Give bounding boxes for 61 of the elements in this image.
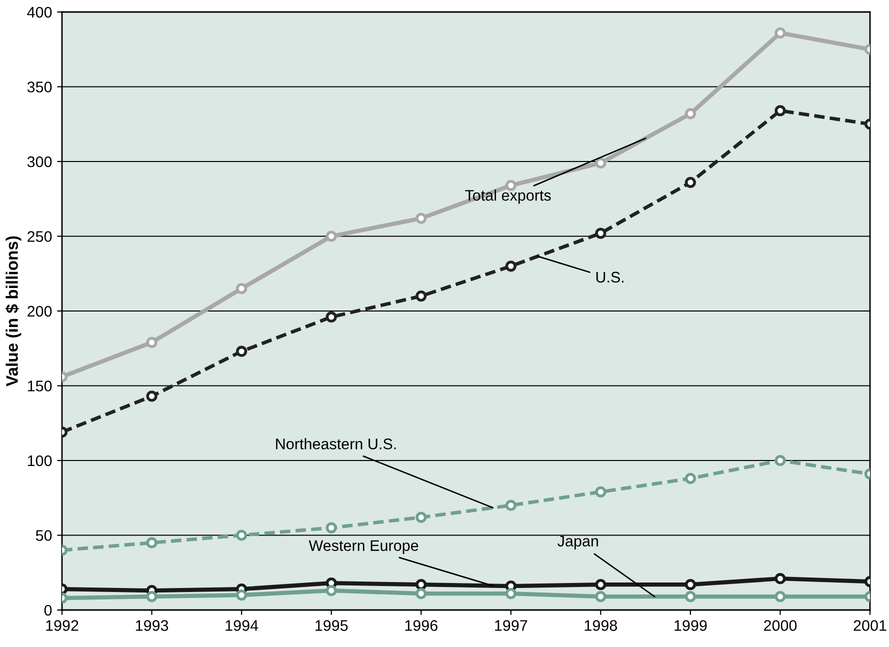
text: Japan: [558, 536, 598, 550]
point: [416, 212, 427, 224]
series-label: Western Europe: [308, 540, 418, 554]
x-tick-label: 1995: [316, 620, 348, 631]
point: [236, 530, 248, 541]
x-tick-label: 1992: [46, 620, 78, 631]
point: [416, 290, 427, 302]
point: [146, 537, 158, 548]
x-tick-label: 1997: [495, 620, 528, 631]
point: [774, 590, 786, 602]
point: [416, 579, 427, 590]
point: [595, 228, 606, 239]
y-tick-label: 350: [27, 82, 52, 92]
x-tick-label: 2001: [854, 620, 886, 631]
y-tick-label: 50: [36, 530, 52, 541]
point: [326, 311, 337, 323]
y-tick-label: 250: [28, 231, 52, 242]
point: [146, 336, 158, 348]
y-tick-label: 150: [28, 380, 52, 392]
text: U.S.: [596, 272, 624, 283]
point: [595, 157, 606, 169]
point: [326, 522, 337, 534]
point: [236, 346, 248, 357]
y-tick-label: 400: [27, 6, 52, 18]
y-axis-title: Value (in $ billions): [5, 236, 22, 386]
point: [146, 390, 158, 402]
point: [684, 108, 696, 120]
point: [236, 589, 248, 601]
point: [505, 260, 516, 272]
point: [595, 486, 606, 498]
x-tick-label: 2000: [764, 620, 797, 631]
point: [416, 512, 427, 523]
y-tick-label: 300: [27, 156, 52, 168]
y-tick-label: 100: [28, 455, 52, 466]
point: [684, 472, 696, 484]
point: [774, 454, 786, 466]
x-tick-label: 1999: [674, 620, 707, 631]
point: [774, 27, 786, 38]
y-tick-label: 0: [44, 604, 52, 616]
x-tick-label: 1994: [226, 620, 258, 631]
text: Northeastern U.S.: [276, 438, 396, 450]
point: [416, 588, 427, 600]
y-tick-label: 200: [28, 306, 52, 317]
point: [684, 579, 696, 590]
point: [774, 105, 786, 116]
point: [684, 590, 696, 602]
point: [505, 180, 516, 191]
x-tick-label: 1996: [405, 620, 438, 631]
point: [236, 283, 248, 294]
point: [505, 500, 516, 511]
x-tick-label: 1993: [136, 620, 168, 631]
point: [595, 579, 606, 590]
point: [684, 176, 696, 188]
x-tick-label: 1998: [584, 620, 617, 631]
point: [326, 230, 337, 242]
point: [146, 590, 158, 602]
series-label: Total exports: [465, 190, 551, 204]
point: [326, 585, 337, 596]
point: [595, 590, 606, 602]
point: [505, 588, 516, 600]
point: [774, 573, 786, 584]
